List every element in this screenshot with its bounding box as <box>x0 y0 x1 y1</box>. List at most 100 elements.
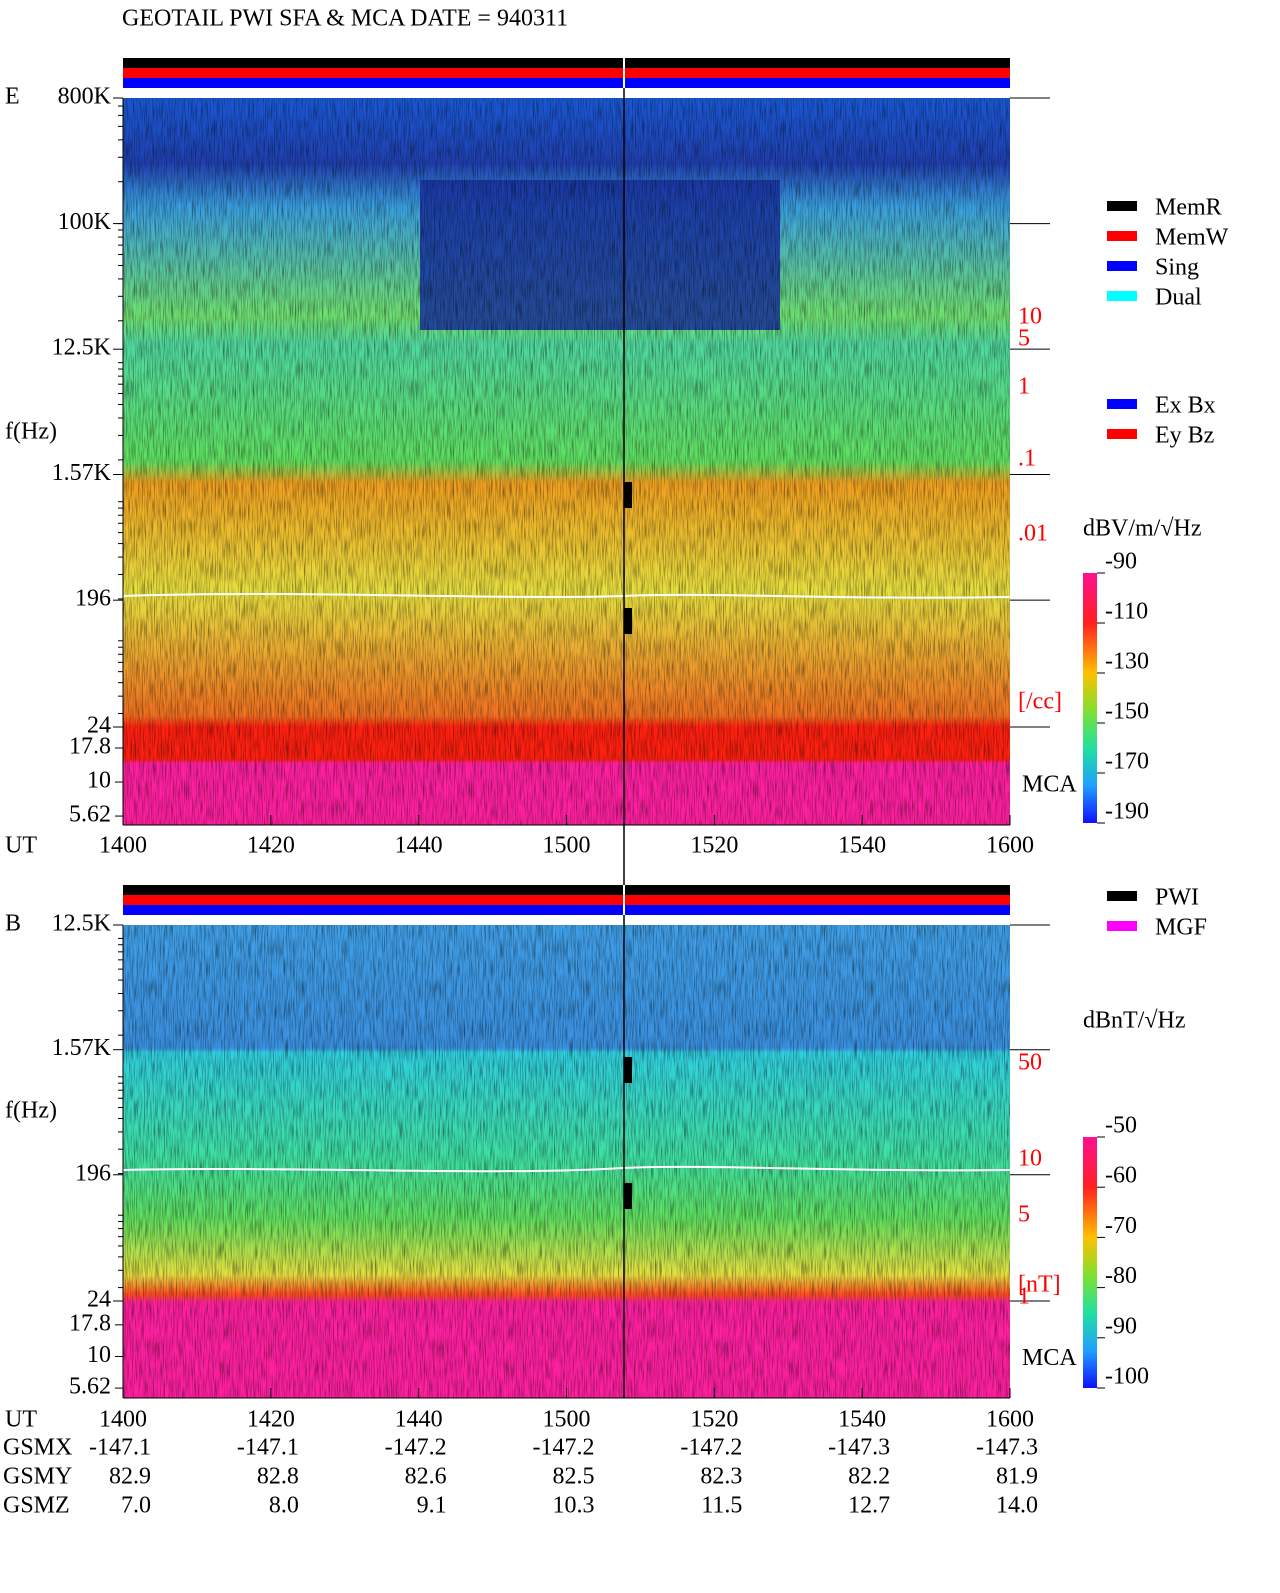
density-label: 1 <box>1018 374 1030 400</box>
orbit-value: 14.0 <box>996 1493 1038 1519</box>
density-label: .01 <box>1018 521 1048 547</box>
status-bars <box>123 58 1010 1398</box>
density-label: 10 <box>1018 1146 1042 1172</box>
mca-tick-label: 5.62 <box>69 802 111 828</box>
legend-swatch <box>1107 261 1137 271</box>
colorbar-tick-label: -150 <box>1105 699 1149 725</box>
mca-label: MCA <box>1022 1345 1077 1371</box>
x-tick-label: 1400 <box>99 833 147 859</box>
colorbar <box>1083 573 1097 823</box>
mca-label: MCA <box>1022 772 1077 798</box>
mca-tick-label: 10 <box>87 1342 111 1368</box>
mca-tick-label: 10 <box>87 768 111 794</box>
colorbar-unit: dBV/m/√Hz <box>1083 516 1202 542</box>
orbit-row-label: GSMX <box>3 1435 72 1461</box>
colorbar-tick-label: -110 <box>1105 599 1148 625</box>
panel-label: B <box>5 911 21 937</box>
orbit-value: -147.3 <box>976 1435 1038 1461</box>
colorbar-tick-label: -80 <box>1105 1263 1137 1289</box>
orbit-row-label: GSMZ <box>3 1493 70 1519</box>
y-tick-label: 12.5K <box>52 911 112 937</box>
orbit-value: -147.1 <box>89 1435 151 1461</box>
legend-swatch <box>1107 201 1137 211</box>
plasma-line <box>122 593 1011 599</box>
legend-label: Ey Bz <box>1155 423 1214 449</box>
legend-swatch <box>1107 429 1137 439</box>
legend-swatch <box>1107 891 1137 901</box>
orbit-value: 82.5 <box>553 1464 595 1490</box>
legend-label: MemR <box>1155 195 1222 221</box>
density-label: 5 <box>1018 1202 1030 1228</box>
x-tick-label: 1600 <box>986 833 1034 859</box>
orbit-value: 8.0 <box>269 1493 299 1519</box>
x-tick-label: 1420 <box>247 833 295 859</box>
orbit-row-label: GSMY <box>3 1464 72 1490</box>
legend-label: MGF <box>1155 915 1207 941</box>
colorbar <box>1083 1137 1097 1388</box>
x-axis-label: UT <box>5 833 37 859</box>
x-tick-label: 1540 <box>838 833 886 859</box>
colorbar-tick-label: -70 <box>1105 1213 1137 1239</box>
orbit-value: 7.0 <box>121 1493 151 1519</box>
orbit-value: 82.8 <box>257 1464 299 1490</box>
orbit-value: 10.3 <box>553 1493 595 1519</box>
x-tick-label: 1440 <box>395 1407 443 1433</box>
x-tick-label: 1540 <box>838 1407 886 1433</box>
y-tick-label: 100K <box>58 209 112 235</box>
orbit-value: 11.5 <box>701 1493 742 1519</box>
orbit-value: 82.6 <box>405 1464 447 1490</box>
orbit-value: 82.9 <box>109 1464 151 1490</box>
colorbar-tick-label: -170 <box>1105 749 1149 775</box>
mca-tick-label: 17.8 <box>69 1310 111 1336</box>
legend-swatch <box>1107 291 1137 301</box>
y-tick-label: 800K <box>58 84 112 110</box>
colorbar-tick-label: -60 <box>1105 1163 1137 1189</box>
spectrogram-texture <box>123 925 1010 1398</box>
x-axis-label: UT <box>5 1407 37 1433</box>
title: GEOTAIL PWI SFA & MCA DATE = 940311 <box>122 6 568 32</box>
colorbar-tick-label: -130 <box>1105 649 1149 675</box>
orbit-value: 82.2 <box>848 1464 890 1490</box>
y-tick-label: 24 <box>87 713 111 739</box>
y-tick-label: 196 <box>75 1160 111 1186</box>
orbit-value: 81.9 <box>996 1464 1038 1490</box>
orbit-value: -147.2 <box>680 1435 742 1461</box>
y-tick-label: 24 <box>87 1287 111 1313</box>
x-tick-label: 1400 <box>99 1407 147 1433</box>
legend-label: Dual <box>1155 285 1202 311</box>
orbit-value: -147.2 <box>533 1435 595 1461</box>
colorbar-tick-label: -90 <box>1105 549 1137 575</box>
colorbar-tick-label: -50 <box>1105 1113 1137 1139</box>
x-tick-label: 1600 <box>986 1407 1034 1433</box>
x-tick-label: 1500 <box>543 833 591 859</box>
colorbar-tick-label: -100 <box>1105 1364 1149 1390</box>
legend-swatch <box>1107 399 1137 409</box>
plasma-line <box>122 1165 1011 1173</box>
y-tick-label: 12.5K <box>52 335 112 361</box>
legend-swatch <box>1107 231 1137 241</box>
orbit-value: 82.3 <box>700 1464 742 1490</box>
density-label: 1 <box>1018 1284 1030 1310</box>
colorbar-tick-label: -90 <box>1105 1313 1137 1339</box>
y-axis-label: f(Hz) <box>5 419 57 445</box>
density-label: 5 <box>1018 326 1030 352</box>
y-tick-label: 1.57K <box>52 460 112 486</box>
orbit-value: -147.1 <box>237 1435 299 1461</box>
density-label: 10 <box>1018 304 1042 330</box>
x-tick-label: 1440 <box>395 833 443 859</box>
panel-label: E <box>5 84 20 110</box>
orbit-value: 12.7 <box>848 1493 890 1519</box>
x-tick-label: 1500 <box>543 1407 591 1433</box>
legend-label: MemW <box>1155 225 1229 251</box>
spectrogram-texture <box>123 98 1010 825</box>
x-tick-label: 1520 <box>690 1407 738 1433</box>
density-label: 50 <box>1018 1050 1042 1076</box>
colorbar-tick-label: -190 <box>1105 799 1149 825</box>
orbit-value: -147.3 <box>828 1435 890 1461</box>
orbit-value: 9.1 <box>417 1493 447 1519</box>
density-label: .1 <box>1018 446 1036 472</box>
legend-swatch <box>1107 921 1137 931</box>
density-label: [/cc] <box>1018 689 1062 715</box>
x-tick-label: 1520 <box>690 833 738 859</box>
